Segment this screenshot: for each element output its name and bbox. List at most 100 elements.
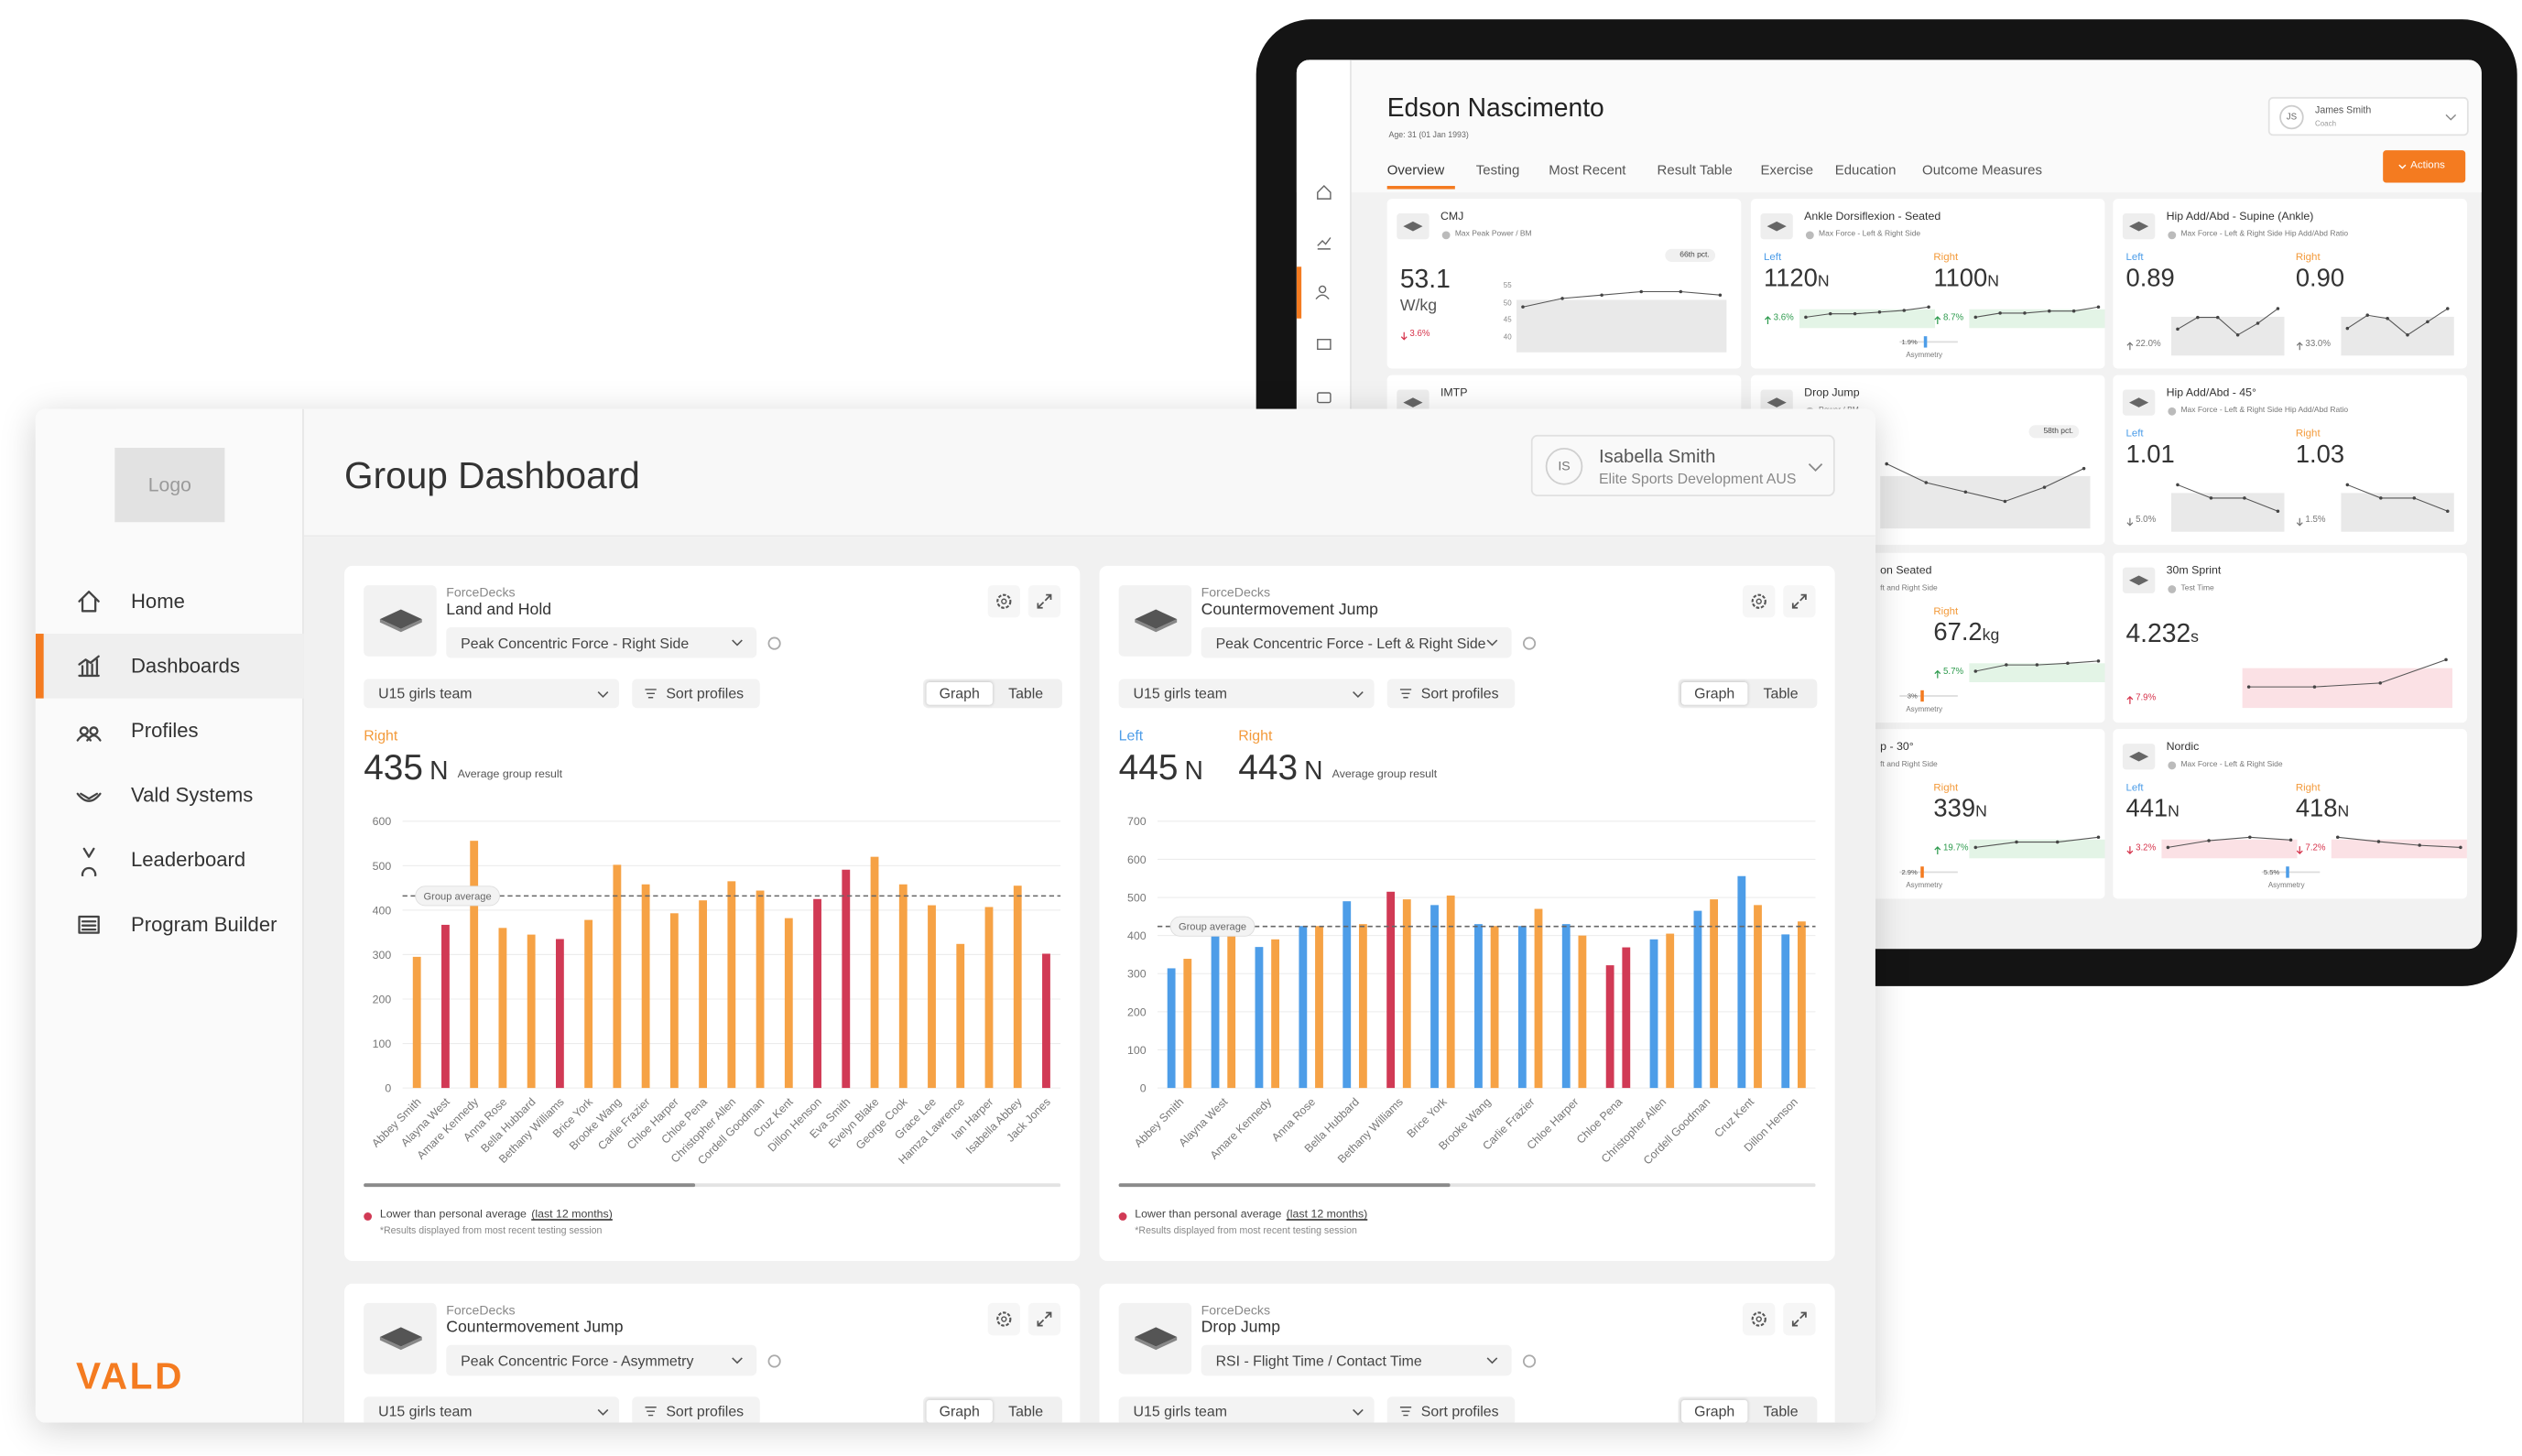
y-tick-label: 200 <box>1127 1005 1147 1018</box>
sparkline-line <box>2347 484 2448 512</box>
bar <box>842 869 851 1089</box>
change-label: 7.2% <box>2305 843 2326 854</box>
chevron <box>1486 639 1498 647</box>
tab[interactable]: Education <box>1834 161 1897 179</box>
gear-hub <box>1756 598 1762 604</box>
team-dropdown[interactable]: U15 girls team <box>1118 679 1375 709</box>
card-metric: Max Force - Left & Right Side Hip Add/Ab… <box>2180 230 2349 239</box>
tab[interactable]: Result Table <box>1657 161 1733 179</box>
test-icon-shape <box>1135 609 1178 633</box>
chevron <box>1353 691 1364 699</box>
chevron-line <box>732 1357 743 1364</box>
sparkline-point <box>2066 661 2070 666</box>
card-metric: ft and Right Side <box>1880 760 1938 769</box>
side-label: Left <box>2125 252 2144 264</box>
nav-item[interactable]: Program Builder <box>36 892 304 957</box>
settings-button[interactable] <box>1743 1302 1776 1336</box>
athlete-age: Age: 31 (01 Jan 1993) <box>1388 130 1469 141</box>
user-box[interactable]: IS Isabella Smith Elite Sports Developme… <box>1530 434 1835 496</box>
tablet-user-box[interactable]: JS James Smith Coach <box>2267 96 2469 136</box>
metric-dropdown[interactable]: RSI - Flight Time / Contact Time <box>1201 1344 1512 1376</box>
settings-button[interactable] <box>987 585 1020 618</box>
asymmetry-indicator <box>1920 690 1924 702</box>
change-arrow <box>1934 668 1941 678</box>
actions-button[interactable]: Actions <box>2383 150 2466 183</box>
tab[interactable]: Most Recent <box>1549 161 1626 179</box>
value-number: 1100 <box>1933 265 1988 293</box>
gear-ring <box>996 593 1012 609</box>
metric-dropdown[interactable]: Peak Concentric Force - Left & Right Sid… <box>1201 626 1512 658</box>
value-number: 1.01 <box>2125 440 2175 469</box>
y-tick-label: 100 <box>373 1038 392 1050</box>
card-title: p - 30° <box>1880 742 1914 754</box>
view-option[interactable]: Graph <box>926 1399 993 1423</box>
tab[interactable]: Testing <box>1475 161 1520 179</box>
metric-dropdown[interactable]: Peak Concentric Force - Asymmetry <box>446 1344 757 1376</box>
nav-item[interactable]: Profiles <box>36 699 304 764</box>
card-metric: Test Time <box>2180 584 2214 593</box>
change-arrow <box>1765 315 1771 324</box>
expand-icon <box>1037 1311 1052 1327</box>
sparkline-point <box>2096 659 2101 663</box>
tab[interactable]: Exercise <box>1760 161 1814 179</box>
side-label: Right <box>1933 782 1959 794</box>
nav-icon-shape <box>81 847 97 876</box>
bar <box>1710 899 1719 1089</box>
view-option[interactable]: Graph <box>926 681 993 705</box>
expand-button[interactable] <box>1027 585 1061 618</box>
metric-dropdown[interactable]: Peak Concentric Force - Right Side <box>446 626 757 658</box>
bar <box>1490 926 1499 1089</box>
sort-button[interactable]: Sort profiles <box>1386 1396 1516 1423</box>
metric-dropdown-label: Peak Concentric Force - Left & Right Sid… <box>1215 634 1486 651</box>
team-dropdown[interactable]: U15 girls team <box>364 679 620 709</box>
sparkline-point <box>1973 845 1978 850</box>
tab[interactable]: Overview <box>1386 161 1445 179</box>
expand-button[interactable] <box>1783 585 1816 618</box>
sparkline-point <box>2406 333 2409 337</box>
sort-button[interactable]: Sort profiles <box>632 679 760 709</box>
card-value: 53.1 <box>1400 266 1451 296</box>
sparkline-point <box>1973 315 1978 320</box>
test-title: Drop Jump <box>1201 1319 1281 1337</box>
sparkline-line <box>2337 836 2461 848</box>
nav-icon <box>78 590 100 613</box>
view-option[interactable]: Table <box>1763 685 1799 702</box>
asymmetry-label: Asymmetry <box>1906 704 1943 713</box>
sparkline-point <box>2071 309 2076 313</box>
view-option[interactable]: Graph <box>1680 681 1748 705</box>
bar <box>470 841 479 1089</box>
metric-card: 30m Sprint Test Time 4.232s 7.9% <box>2113 552 2467 723</box>
expand-button[interactable] <box>1783 1302 1816 1336</box>
sparkline-point <box>2248 835 2252 840</box>
view-option[interactable]: Table <box>1763 1403 1799 1420</box>
tab[interactable]: Outcome Measures <box>1922 161 2042 179</box>
view-option[interactable]: Table <box>1008 685 1044 702</box>
nav-item[interactable]: Home <box>36 569 304 634</box>
view-option[interactable]: Table <box>1008 1403 1044 1420</box>
nav-item[interactable]: Vald Systems <box>36 763 304 828</box>
sparkline-point <box>1521 305 1525 309</box>
sparkline-point <box>2176 483 2180 487</box>
legend-link[interactable]: (last 12 months) <box>531 1209 613 1221</box>
test-icon-shape <box>1766 221 1787 232</box>
test-icon <box>364 1302 437 1375</box>
icon-plate-top <box>379 1327 422 1347</box>
settings-button[interactable] <box>987 1302 1020 1336</box>
test-title: Countermovement Jump <box>446 1319 624 1337</box>
nav-item[interactable]: Leaderboard <box>36 828 304 893</box>
expand-button[interactable] <box>1027 1302 1061 1336</box>
legend-link[interactable]: (last 12 months) <box>1286 1209 1368 1221</box>
group-average-label: Group average <box>424 891 492 902</box>
metric-dropdown-label: Peak Concentric Force - Asymmetry <box>461 1352 694 1369</box>
metric-icon <box>2168 231 2177 240</box>
sort-button[interactable]: Sort profiles <box>632 1396 760 1423</box>
legend: Lower than personal average (last 12 mont… <box>1135 1210 1367 1221</box>
nav-item[interactable]: Dashboards <box>35 634 304 699</box>
settings-button[interactable] <box>1743 585 1776 618</box>
team-dropdown[interactable]: U15 girls team <box>1118 1396 1375 1423</box>
nav-icon-shape <box>76 726 102 742</box>
sort-button[interactable]: Sort profiles <box>1386 679 1516 709</box>
view-option[interactable]: Graph <box>1680 1399 1748 1423</box>
team-dropdown[interactable]: U15 girls team <box>364 1396 620 1423</box>
sparkline-area <box>2341 316 2454 356</box>
